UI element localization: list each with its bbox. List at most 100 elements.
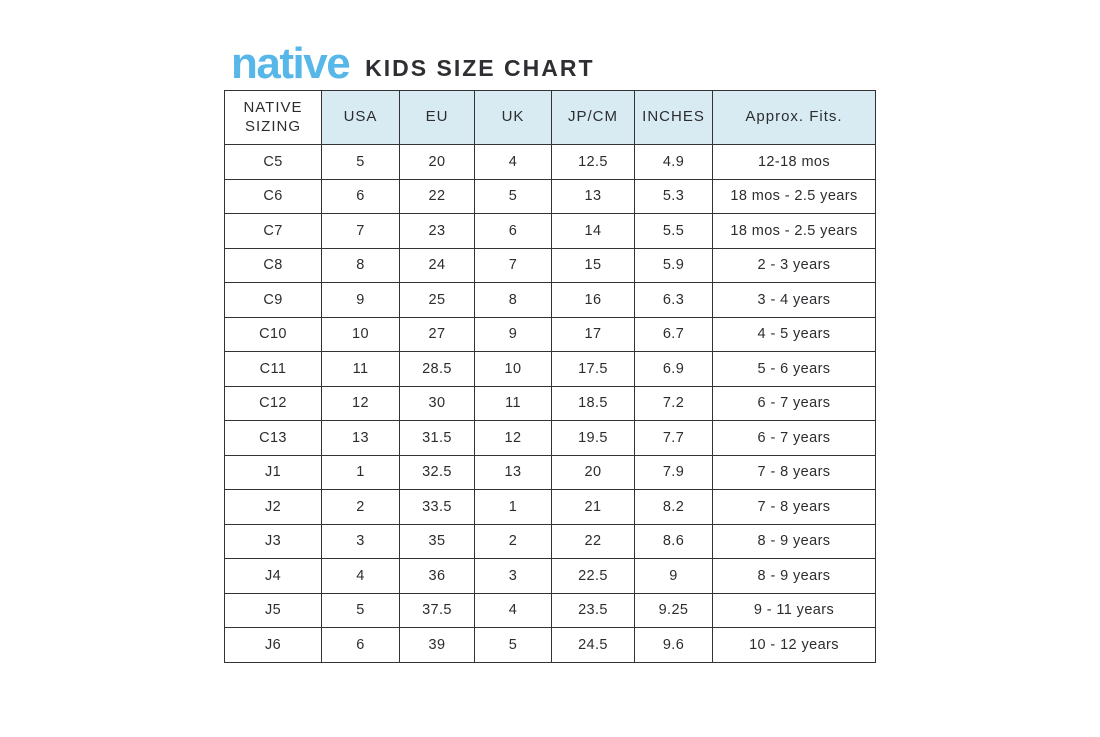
size-value-cell: 30 (399, 385, 475, 421)
size-value-cell: 24 (399, 247, 475, 283)
size-value-cell: 13 (551, 178, 635, 214)
native-size-cell: J2 (224, 489, 322, 525)
size-value-cell: 6 - 7 years (712, 420, 876, 456)
size-value-cell: 24.5 (551, 627, 635, 663)
size-value-cell: 5.5 (634, 213, 713, 249)
size-value-cell: 4.9 (634, 144, 713, 180)
column-header-inches: INCHES (634, 90, 713, 145)
size-value-cell: 7.7 (634, 420, 713, 456)
size-value-cell: 6 - 7 years (712, 385, 876, 421)
native-size-cell: C10 (224, 316, 322, 352)
size-value-cell: 2 (321, 489, 400, 525)
size-value-cell: 6.7 (634, 316, 713, 352)
size-value-cell: 7 - 8 years (712, 454, 876, 490)
native-size-cell: C9 (224, 282, 322, 318)
native-size-cell: J4 (224, 558, 322, 594)
size-value-cell: 36 (399, 558, 475, 594)
size-value-cell: 4 (474, 144, 552, 180)
size-value-cell: 20 (399, 144, 475, 180)
native-size-cell: J1 (224, 454, 322, 490)
size-value-cell: 7.2 (634, 385, 713, 421)
size-value-cell: 37.5 (399, 592, 475, 628)
size-value-cell: 6 (321, 178, 400, 214)
size-value-cell: 21 (551, 489, 635, 525)
size-value-cell: 18 mos - 2.5 years (712, 213, 876, 249)
size-value-cell: 7 - 8 years (712, 489, 876, 525)
size-value-cell: 6 (321, 627, 400, 663)
table-row: C12 12 30 11 18.5 7.2 6 - 7 years (224, 385, 876, 421)
kids-size-chart-table: NATIVE SIZING USA EU UK JP/CM INCHES Approx. F… (224, 90, 876, 663)
size-value-cell: 11 (321, 351, 400, 387)
size-value-cell: 35 (399, 523, 475, 559)
size-value-cell: 9.25 (634, 592, 713, 628)
size-value-cell: 4 - 5 years (712, 316, 876, 352)
size-value-cell: 22.5 (551, 558, 635, 594)
table-row: C8 8 24 7 15 5.9 2 - 3 years (224, 247, 876, 283)
size-value-cell: 12-18 mos (712, 144, 876, 180)
size-value-cell: 23 (399, 213, 475, 249)
size-value-cell: 33.5 (399, 489, 475, 525)
size-value-cell: 11 (474, 385, 552, 421)
column-header-uk: UK (474, 90, 552, 145)
native-size-cell: C7 (224, 213, 322, 249)
size-value-cell: 28.5 (399, 351, 475, 387)
column-header-approx-fits: Approx. Fits. (712, 90, 876, 145)
size-value-cell: 9 - 11 years (712, 592, 876, 628)
size-value-cell: 10 - 12 years (712, 627, 876, 663)
native-size-cell: C5 (224, 144, 322, 180)
size-value-cell: 18.5 (551, 385, 635, 421)
size-value-cell: 7 (474, 247, 552, 283)
column-header-jp-cm: JP/CM (551, 90, 635, 145)
column-header-usa: USA (321, 90, 400, 145)
size-value-cell: 8 - 9 years (712, 558, 876, 594)
native-size-cell: C12 (224, 385, 322, 421)
size-value-cell: 12.5 (551, 144, 635, 180)
size-value-cell: 6.3 (634, 282, 713, 318)
size-table-body: C5 5 20 4 12.5 4.9 12-18 mos C6 6 22 5 13 5.3 18 mos … (224, 144, 876, 663)
native-size-cell: C8 (224, 247, 322, 283)
size-value-cell: 27 (399, 316, 475, 352)
size-value-cell: 4 (474, 592, 552, 628)
table-row: C9 9 25 8 16 6.3 3 - 4 years (224, 282, 876, 318)
native-logo: native (231, 39, 351, 88)
size-value-cell: 13 (474, 454, 552, 490)
size-value-cell: 3 (474, 558, 552, 594)
size-value-cell: 20 (551, 454, 635, 490)
size-value-cell: 8.2 (634, 489, 713, 525)
size-value-cell: 32.5 (399, 454, 475, 490)
size-value-cell: 10 (474, 351, 552, 387)
native-size-cell: J5 (224, 592, 322, 628)
native-size-cell: J3 (224, 523, 322, 559)
size-value-cell: 12 (474, 420, 552, 456)
size-value-cell: 13 (321, 420, 400, 456)
size-value-cell: 8 (474, 282, 552, 318)
size-value-cell: 22 (399, 178, 475, 214)
size-value-cell: 5.3 (634, 178, 713, 214)
size-value-cell: 6.9 (634, 351, 713, 387)
size-value-cell: 8 - 9 years (712, 523, 876, 559)
size-value-cell: 1 (321, 454, 400, 490)
size-value-cell: 5 (474, 178, 552, 214)
table-row: C5 5 20 4 12.5 4.9 12-18 mos (224, 144, 876, 180)
page-title: KIDS SIZE CHART (365, 55, 595, 81)
size-value-cell: 5.9 (634, 247, 713, 283)
size-value-cell: 2 - 3 years (712, 247, 876, 283)
table-row: J3 3 35 2 22 8.6 8 - 9 years (224, 523, 876, 559)
size-value-cell: 4 (321, 558, 400, 594)
size-value-cell: 1 (474, 489, 552, 525)
size-value-cell: 9.6 (634, 627, 713, 663)
size-value-cell: 17.5 (551, 351, 635, 387)
size-value-cell: 9 (321, 282, 400, 318)
table-row: C11 11 28.5 10 17.5 6.9 5 - 6 years (224, 351, 876, 387)
size-value-cell: 8 (321, 247, 400, 283)
table-row: C7 7 23 6 14 5.5 18 mos - 2.5 years (224, 213, 876, 249)
size-value-cell: 8.6 (634, 523, 713, 559)
size-value-cell: 5 (321, 592, 400, 628)
native-size-cell: C6 (224, 178, 322, 214)
table-row: J4 4 36 3 22.5 9 8 - 9 years (224, 558, 876, 594)
table-row: J1 1 32.5 13 20 7.9 7 - 8 years (224, 454, 876, 490)
size-value-cell: 9 (474, 316, 552, 352)
size-value-cell: 7 (321, 213, 400, 249)
table-row: C6 6 22 5 13 5.3 18 mos - 2.5 years (224, 178, 876, 214)
size-value-cell: 3 - 4 years (712, 282, 876, 318)
